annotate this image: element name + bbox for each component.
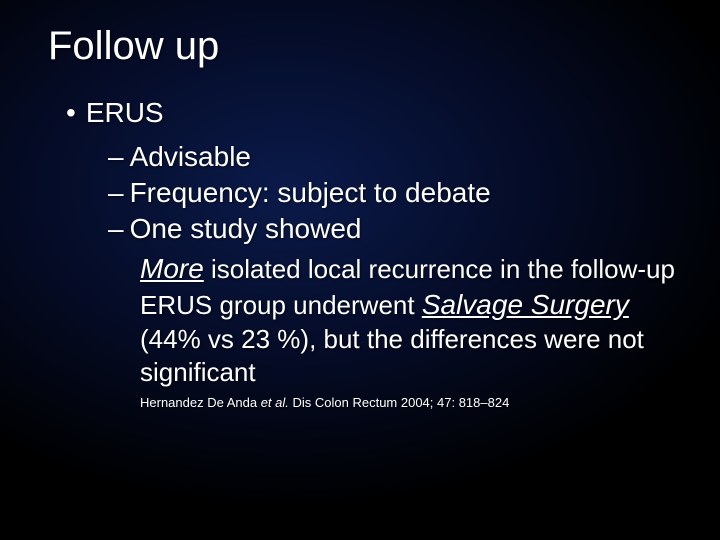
citation: Hernandez De Anda et al. Dis Colon Rectu… <box>140 395 680 410</box>
bullet-text: Frequency: subject to debate <box>130 177 491 208</box>
dash-marker: – <box>108 213 124 244</box>
slide-title: Follow up <box>48 24 680 69</box>
citation-etal: et al. <box>261 395 289 410</box>
citation-author: Hernandez De Anda <box>140 395 261 410</box>
citation-journal: Dis Colon Rectum 2004; 47: 818–824 <box>289 395 509 410</box>
bullet-level2: –Frequency: subject to debate <box>108 177 680 209</box>
bullet-level1: • ERUS <box>66 97 680 129</box>
bullet-text: Advisable <box>130 141 251 172</box>
bullet-level2: –One study showed <box>108 213 680 245</box>
bullet-text: ERUS <box>86 97 164 128</box>
dash-marker: – <box>108 141 124 172</box>
level2-block: –Advisable –Frequency: subject to debate… <box>108 141 680 245</box>
bullet-level2: –Advisable <box>108 141 680 173</box>
bullet-marker: • <box>66 97 76 128</box>
para-text: (44% vs 23 %), but the differences were … <box>140 324 644 387</box>
emphasis-more: More <box>140 253 204 284</box>
dash-marker: – <box>108 177 124 208</box>
slide: Follow up •ERUS –Advisable –Frequency: s… <box>0 0 720 540</box>
bullet-text: One study showed <box>130 213 362 244</box>
emphasis-salvage: Salvage Surgery <box>422 289 629 320</box>
paragraph: More isolated local recurrence in the fo… <box>140 251 680 389</box>
